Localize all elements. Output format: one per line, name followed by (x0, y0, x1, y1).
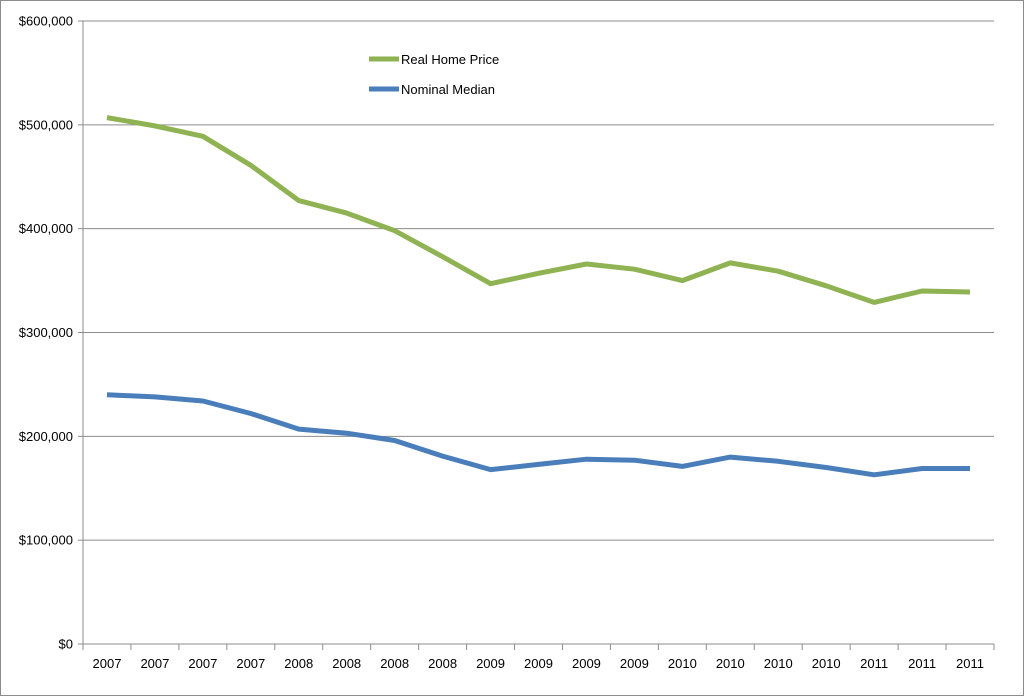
x-tick-label: 2008 (284, 656, 313, 671)
grid-lines (83, 20, 994, 645)
y-axis-ticks: $0 $100,000 $200,000 $300,000 $400,000 $500,0… (19, 14, 84, 652)
x-tick-label: 2007 (140, 656, 169, 671)
y-tick-label: $0 (59, 637, 73, 652)
x-tick-label: 2009 (476, 656, 505, 671)
x-tick-label: 2011 (908, 656, 936, 671)
series-layer (106, 115, 971, 478)
legend-label: Nominal Median (401, 82, 495, 97)
legend-label: Real Home Price (401, 52, 499, 67)
legend: Real Home Price Nominal Median (369, 52, 499, 97)
x-tick-label: 2007 (93, 656, 122, 671)
x-tick-label: 2007 (236, 656, 265, 671)
y-tick-label: $300,000 (19, 325, 73, 340)
x-tick-label: 2009 (620, 656, 649, 671)
x-tick-label: 2008 (380, 656, 409, 671)
x-tick-label: 2010 (716, 656, 745, 671)
y-tick-label: $400,000 (19, 221, 73, 236)
series-line-nominal-median (106, 392, 970, 478)
x-tick-label: 2008 (428, 656, 457, 671)
x-tick-label: 2010 (668, 656, 697, 671)
y-tick-label: $100,000 (19, 533, 73, 548)
y-tick-label: $200,000 (19, 429, 73, 444)
x-tick-label: 2009 (572, 656, 601, 671)
x-tick-label: 2010 (764, 656, 793, 671)
x-tick-label: 2008 (332, 656, 361, 671)
y-tick-label: $500,000 (19, 117, 73, 132)
x-tick-label: 2007 (188, 656, 217, 671)
x-tick-label: 2011 (956, 656, 984, 671)
x-tick-label: 2009 (524, 656, 553, 671)
x-tick-label: 2010 (812, 656, 841, 671)
series-line-real-home-price (106, 115, 971, 305)
x-axis-ticks: 2007 2007 2007 2007 2008 2008 2008 2008 2009 2009… (82, 644, 995, 671)
x-tick-label: 2011 (860, 656, 888, 671)
y-tick-label: $600,000 (19, 14, 73, 29)
